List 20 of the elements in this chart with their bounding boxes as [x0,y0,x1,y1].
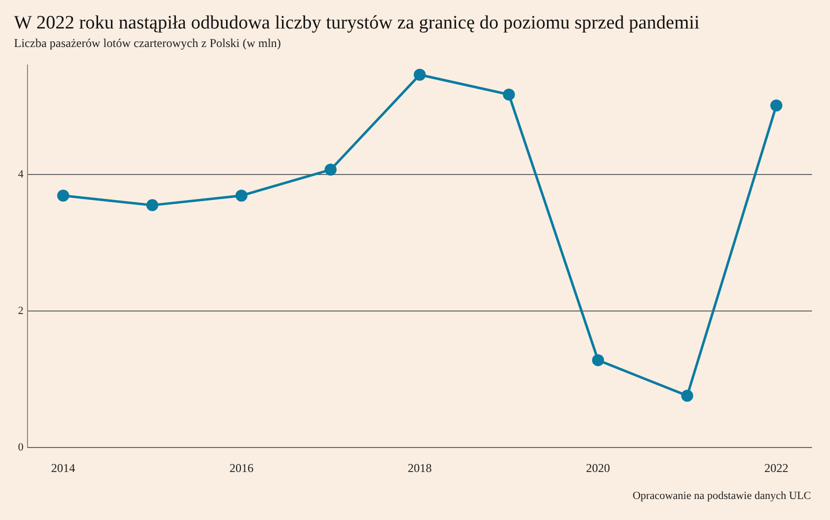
x-tick-label: 2018 [408,460,432,475]
point [592,354,604,366]
y-tick-label: 4 [18,168,24,180]
point [324,164,337,176]
x-tick-label: 2022 [764,460,788,475]
x-tick-label: 2016 [229,460,254,475]
point [502,88,515,101]
point [681,390,694,402]
chart-subtitle: Liczba pasażerów lotów czarterowych z Polski (w mln) [14,36,281,50]
x-tick-label: 2014 [51,460,76,475]
x-tick-label: 2020 [586,460,610,475]
text: Opracowanie na podstawie danych ULC [632,490,811,502]
y-tick-label: 0 [18,441,24,454]
y-tick-label: 2 [18,304,24,317]
point [414,68,426,81]
point [235,190,248,202]
point [770,99,782,112]
point [57,190,70,202]
chart-title: W 2022 roku nastąpiła odbudowa liczby turystów za granicę do poziomu sprzed pandemii [14,12,700,34]
point [146,199,158,212]
